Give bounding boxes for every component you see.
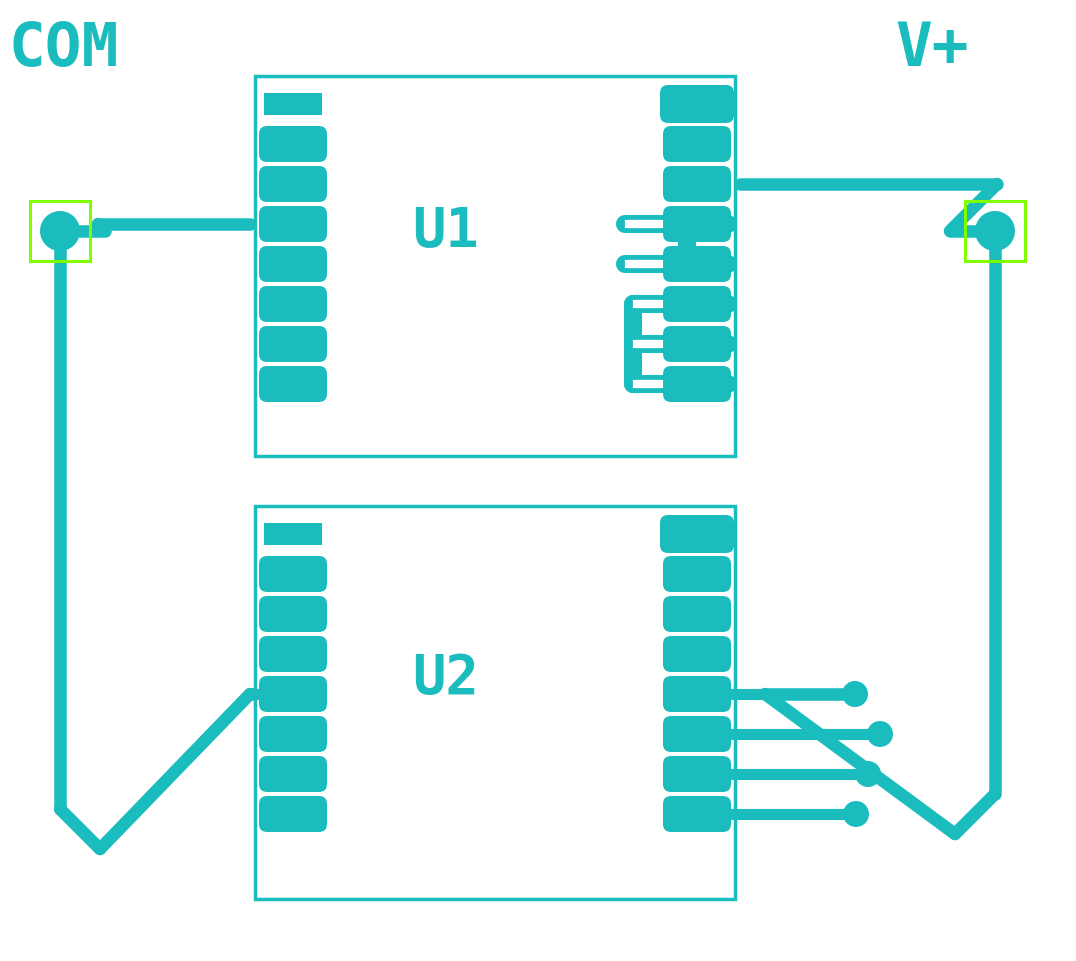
Circle shape — [843, 801, 869, 827]
Circle shape — [867, 722, 893, 748]
FancyBboxPatch shape — [259, 327, 327, 362]
FancyBboxPatch shape — [663, 247, 731, 283]
Circle shape — [40, 211, 80, 252]
FancyBboxPatch shape — [259, 716, 327, 752]
Text: COM: COM — [8, 20, 118, 79]
Bar — [264, 524, 322, 546]
FancyBboxPatch shape — [259, 207, 327, 243]
Circle shape — [843, 681, 868, 707]
FancyBboxPatch shape — [259, 756, 327, 792]
FancyBboxPatch shape — [663, 597, 731, 632]
FancyBboxPatch shape — [259, 597, 327, 632]
FancyBboxPatch shape — [663, 286, 731, 323]
FancyBboxPatch shape — [259, 636, 327, 673]
FancyBboxPatch shape — [259, 127, 327, 162]
Bar — [264, 94, 322, 116]
FancyBboxPatch shape — [663, 327, 731, 362]
Bar — [255, 506, 735, 899]
FancyBboxPatch shape — [663, 127, 731, 162]
Text: U1: U1 — [412, 206, 479, 259]
FancyBboxPatch shape — [259, 796, 327, 832]
FancyBboxPatch shape — [259, 677, 327, 712]
Text: U2: U2 — [412, 652, 479, 704]
FancyBboxPatch shape — [259, 247, 327, 283]
FancyBboxPatch shape — [259, 366, 327, 403]
Bar — [965, 202, 1025, 261]
FancyBboxPatch shape — [663, 716, 731, 752]
FancyBboxPatch shape — [259, 556, 327, 592]
FancyBboxPatch shape — [259, 286, 327, 323]
Bar — [30, 202, 90, 261]
FancyBboxPatch shape — [663, 756, 731, 792]
FancyBboxPatch shape — [663, 366, 731, 403]
FancyBboxPatch shape — [663, 556, 731, 592]
Bar — [255, 77, 735, 456]
FancyBboxPatch shape — [663, 167, 731, 203]
Text: V+: V+ — [895, 20, 968, 79]
FancyBboxPatch shape — [663, 636, 731, 673]
FancyBboxPatch shape — [259, 167, 327, 203]
Circle shape — [975, 211, 1015, 252]
Circle shape — [855, 761, 881, 787]
FancyBboxPatch shape — [663, 796, 731, 832]
FancyBboxPatch shape — [663, 677, 731, 712]
FancyBboxPatch shape — [660, 86, 734, 124]
FancyBboxPatch shape — [663, 207, 731, 243]
FancyBboxPatch shape — [660, 515, 734, 554]
